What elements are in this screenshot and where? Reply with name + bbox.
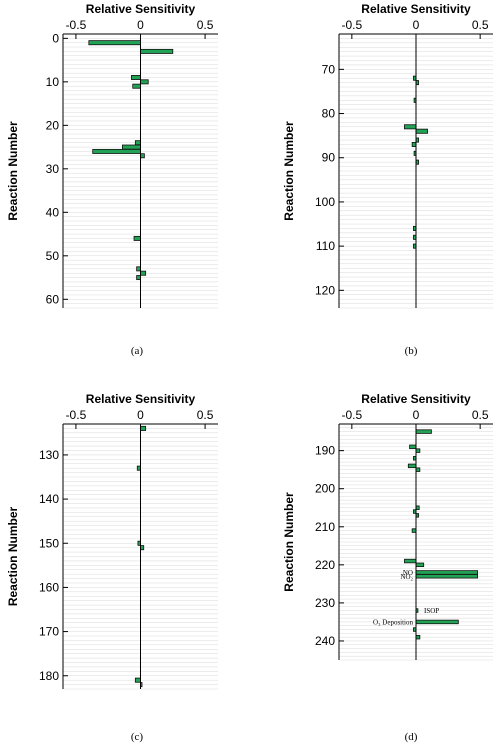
bar-reaction-46 <box>133 235 141 241</box>
y-tick-label: 160 <box>39 580 59 594</box>
bar-reaction-185 <box>415 429 432 434</box>
bar-reaction-26 <box>92 148 141 154</box>
chart-panel-d: -0.5 0 0.5 190 200 210 220 230 240 Relative Sensi… <box>282 392 493 743</box>
y-axis-label: Reaction Number <box>6 506 20 606</box>
chart-title: Relative Sensitivity <box>361 392 471 406</box>
x-tick-label: -0.5 <box>341 18 362 32</box>
bar-reaction-84 <box>415 128 428 134</box>
bar-reaction-83 <box>404 124 417 130</box>
y-tick-label: 10 <box>46 75 60 89</box>
x-tick-label: 0.5 <box>197 408 214 422</box>
x-tick-label: 0.5 <box>197 18 214 32</box>
bar-reaction-194 <box>407 463 417 469</box>
bar-reaction-9 <box>131 75 141 80</box>
bar-reaction-181 <box>134 677 141 683</box>
bar-reaction-220 <box>415 562 425 568</box>
y-tick-label: 170 <box>39 625 59 639</box>
y-tick-label: 230 <box>315 596 335 610</box>
y-tick-label: 110 <box>316 239 335 253</box>
annotation-label: NO <box>403 569 413 577</box>
chart-title: Relative Sensitivity <box>86 2 196 16</box>
y-tick-label: 0 <box>52 31 59 45</box>
x-tick-label: 0 <box>137 408 144 422</box>
x-tick-label: 0.5 <box>472 408 489 422</box>
bar-reaction-239 <box>415 634 421 640</box>
panel-caption: (a) <box>131 345 144 357</box>
y-tick-label: 220 <box>315 558 335 572</box>
panel-caption: (d) <box>405 731 418 743</box>
y-tick-label: 130 <box>39 448 59 462</box>
y-tick-label: 120 <box>315 283 335 297</box>
annotation-label: ISOP <box>424 607 439 615</box>
y-tick-label: 60 <box>46 292 60 306</box>
bar-reaction-195 <box>415 467 421 472</box>
y-tick-label: 30 <box>46 162 60 176</box>
y-tick-label: 200 <box>315 482 335 496</box>
x-tick-label: -0.5 <box>341 408 362 422</box>
bar-reaction-189 <box>409 444 417 450</box>
x-tick-label: -0.5 <box>66 18 87 32</box>
annotation-label: O₃ Deposition <box>373 618 413 626</box>
x-tick-label: 0 <box>137 18 144 32</box>
x-tick-label: -0.5 <box>66 408 87 422</box>
chart-panel-b: -0.5 0 0.5 70 80 90 100 110 120 Relative Sensitiv… <box>282 2 493 357</box>
y-tick-label: 40 <box>46 205 60 219</box>
y-axis-label: Reaction Number <box>6 121 20 221</box>
y-axis-label: Reaction Number <box>282 121 296 221</box>
y-tick-label: 190 <box>315 444 335 458</box>
bar-reaction-11 <box>132 83 141 89</box>
y-tick-label: 80 <box>322 107 336 121</box>
y-tick-label: 20 <box>46 118 60 132</box>
chart-title: Relative Sensitivity <box>361 2 471 16</box>
bar-reaction-222 <box>415 570 478 575</box>
y-tick-label: 180 <box>39 669 59 683</box>
bar-reaction-3 <box>140 48 174 54</box>
bar-reaction-190 <box>415 448 421 453</box>
bar-reaction-53 <box>136 266 141 272</box>
bar-reaction-25 <box>122 144 141 150</box>
y-tick-label: 210 <box>315 520 335 534</box>
y-axis-label: Reaction Number <box>282 492 296 592</box>
panel-caption: (b) <box>405 345 418 357</box>
bar-reaction-55 <box>136 275 141 281</box>
bar-reaction-27 <box>140 153 145 159</box>
chart-panel-a: -0.5 0 0.5 0 10 20 30 40 50 60 Relative Sensitivit… <box>6 2 218 357</box>
y-tick-label: 240 <box>315 634 335 648</box>
y-tick-label: 140 <box>39 492 59 506</box>
bar-reaction-219 <box>404 558 417 564</box>
bar-reaction-54 <box>140 270 147 276</box>
bar-reaction-223 <box>415 574 478 579</box>
bar-reaction-124 <box>140 425 147 431</box>
x-tick-label: 0 <box>413 408 420 422</box>
y-tick-label: 150 <box>39 536 59 550</box>
bar-reaction-235 <box>415 619 459 625</box>
chart-panel-c: -0.5 0 0.5 130 140 150 160 170 180 Relative Sensi… <box>6 392 218 743</box>
chart-title: Relative Sensitivity <box>86 392 196 406</box>
y-tick-label: 90 <box>322 151 336 165</box>
y-tick-label: 100 <box>315 195 335 209</box>
bar-reaction-211 <box>411 528 417 533</box>
bar-reaction-87 <box>411 141 417 147</box>
bar-reaction-1 <box>88 40 141 46</box>
bar-reaction-10 <box>140 79 149 85</box>
annotation-label: NO₂ <box>400 573 413 581</box>
bar-reaction-24 <box>134 140 141 146</box>
panel-caption: (c) <box>131 731 144 743</box>
y-tick-label: 50 <box>46 249 60 263</box>
y-tick-label: 70 <box>322 62 336 76</box>
x-tick-label: 0 <box>413 18 420 32</box>
x-tick-label: 0.5 <box>472 18 489 32</box>
